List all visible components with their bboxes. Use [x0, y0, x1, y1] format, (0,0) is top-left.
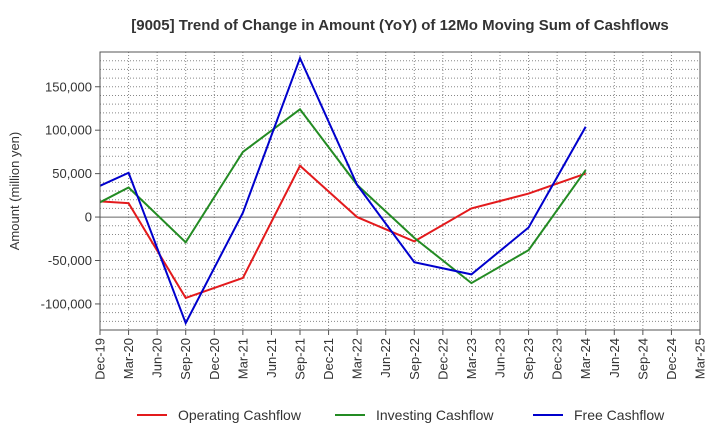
y-axis-label: Amount (million yen)	[7, 132, 22, 251]
series-line-investing-cashflow	[99, 107, 587, 285]
x-tick-label: Jun-21	[264, 338, 279, 378]
x-tick-label: Dec-23	[550, 338, 565, 380]
legend: Operating Cashflow Investing Cashflow Free…	[137, 407, 665, 423]
x-tick-label: Mar-24	[578, 338, 593, 379]
chart-title: [9005] Trend of Change in Amount (YoY) o…	[131, 17, 669, 34]
x-tick-label: Sep-23	[521, 338, 536, 380]
x-tick-label: Mar-22	[350, 338, 365, 379]
x-tick-label: Dec-22	[435, 338, 450, 380]
x-tick-label: Jun-22	[378, 338, 393, 378]
x-tick-label: Mar-21	[235, 338, 250, 379]
y-tick-label: 150,000	[45, 79, 92, 94]
x-tick-label: Dec-19	[93, 338, 108, 380]
legend-label: Operating Cashflow	[178, 407, 302, 423]
y-tick-label: -50,000	[48, 253, 92, 268]
x-axis-ticks: Dec-19 Mar-20 Jun-20 Sep-20 Dec-20 Mar-21 Jun-…	[93, 330, 708, 380]
x-tick-label: Jun-20	[150, 338, 165, 378]
legend-label: Free Cashflow	[574, 407, 665, 423]
series-lines	[99, 55, 587, 326]
y-tick-label: 0	[85, 210, 92, 225]
y-tick-label: 100,000	[45, 123, 92, 138]
series-line-free-cashflow	[99, 55, 587, 326]
x-tick-label: Dec-20	[207, 338, 222, 380]
x-tick-label: Sep-21	[293, 338, 308, 380]
y-tick-label: 50,000	[52, 166, 92, 181]
x-tick-label: Mar-20	[121, 338, 136, 379]
y-tick-label: -100,000	[41, 296, 92, 311]
x-tick-label: Jun-24	[607, 338, 622, 378]
legend-item: Free Cashflow	[533, 407, 665, 423]
legend-item: Investing Cashflow	[335, 407, 494, 423]
x-tick-label: Dec-24	[664, 338, 679, 380]
x-tick-label: Sep-24	[635, 338, 650, 380]
x-tick-label: Mar-25	[693, 338, 708, 379]
plot-border	[99, 51, 701, 331]
plot-frame	[99, 51, 701, 331]
x-tick-label: Dec-21	[321, 338, 336, 380]
x-tick-label: Sep-22	[407, 338, 422, 380]
x-tick-label: Mar-23	[464, 338, 479, 379]
grid	[100, 51, 700, 331]
x-tick-label: Jun-23	[493, 338, 508, 378]
y-axis-ticks: -100,000 -50,000 0 50,000 100,000 150,000	[41, 79, 100, 311]
legend-item: Operating Cashflow	[137, 407, 302, 423]
legend-label: Investing Cashflow	[376, 407, 494, 423]
x-tick-label: Sep-20	[178, 338, 193, 380]
